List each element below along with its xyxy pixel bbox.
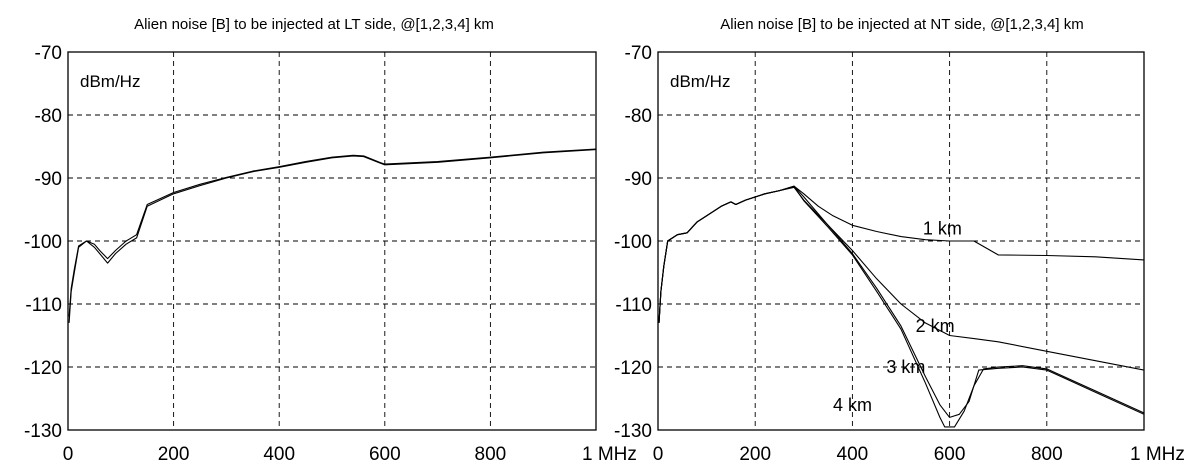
y-tick-label: -110 xyxy=(25,295,62,316)
y-tick-label: -110 xyxy=(615,295,652,316)
series-line-1 xyxy=(69,150,596,323)
x-tick-label: 600 xyxy=(934,444,966,465)
y-tick-label: -130 xyxy=(614,421,652,442)
chart-title: Alien noise [B] to be injected at LT sid… xyxy=(134,16,494,33)
series-group xyxy=(659,186,1144,427)
y-tick-label: -130 xyxy=(24,421,62,442)
y-tick-label: -100 xyxy=(614,232,652,253)
x-tick-label: 200 xyxy=(739,444,771,465)
series-line-2 xyxy=(69,149,596,317)
x-tick-label: 800 xyxy=(475,444,507,465)
y-axis-unit: dBm/Hz xyxy=(80,72,140,91)
y-tick-label: -100 xyxy=(24,232,62,253)
y-tick-label: -80 xyxy=(625,106,652,127)
y-tick-label: -70 xyxy=(35,43,62,64)
series-line-1 xyxy=(659,186,1144,323)
x-tick-label: 800 xyxy=(1031,444,1063,465)
series-annotation: 2 km xyxy=(916,316,955,336)
x-tick-label: 400 xyxy=(837,444,869,465)
series-annotation: 4 km xyxy=(833,395,872,415)
y-tick-label: -80 xyxy=(35,106,62,127)
y-tick-label: -120 xyxy=(614,358,652,379)
gridlines xyxy=(68,52,596,430)
series-line-2 xyxy=(659,186,1144,370)
series-annotation: 1 km xyxy=(923,218,962,238)
x-tick-label: 1 MHz xyxy=(582,444,637,465)
y-tick-label: -120 xyxy=(24,358,62,379)
series-group xyxy=(69,149,596,323)
x-tick-label: 600 xyxy=(369,444,401,465)
x-tick-label: 0 xyxy=(653,444,664,465)
y-axis-unit: dBm/Hz xyxy=(670,72,730,91)
chart-nt-side: Alien noise [B] to be injected at NT sid… xyxy=(614,16,1184,465)
x-tick-label: 0 xyxy=(63,444,74,465)
y-axis-ticks: -70 -80 -90 -100 -110 -120 -130 xyxy=(614,43,652,442)
series-line-4 xyxy=(659,187,1144,427)
y-axis-ticks: -70 -80 -90 -100 -110 -120 -130 xyxy=(24,43,62,442)
y-tick-label: -90 xyxy=(35,169,62,190)
y-tick-label: -70 xyxy=(625,43,652,64)
chart-title: Alien noise [B] to be injected at NT sid… xyxy=(720,16,1083,33)
series-line-3 xyxy=(659,187,1144,417)
chart-lt-side: Alien noise [B] to be injected at LT sid… xyxy=(24,16,637,465)
series-annotation: 3 km xyxy=(886,357,925,377)
x-axis-ticks: 0 200 400 600 800 1 MHz xyxy=(653,444,1184,465)
x-tick-label: 400 xyxy=(263,444,295,465)
y-tick-label: -90 xyxy=(625,169,652,190)
x-tick-label: 1 MHz xyxy=(1130,444,1184,465)
x-axis-ticks: 0 200 400 600 800 1 MHz xyxy=(63,444,637,465)
x-tick-label: 200 xyxy=(158,444,190,465)
